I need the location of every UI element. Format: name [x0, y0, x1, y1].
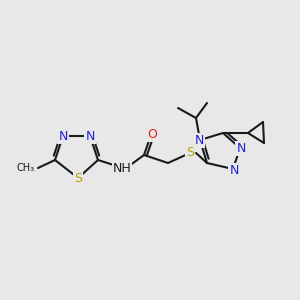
Text: O: O [147, 128, 157, 140]
Text: NH: NH [112, 163, 131, 176]
Text: N: N [236, 142, 246, 154]
Text: N: N [194, 134, 204, 146]
Text: S: S [74, 172, 82, 184]
Text: S: S [186, 146, 194, 160]
Text: N: N [58, 130, 68, 142]
Text: N: N [229, 164, 239, 176]
Text: N: N [85, 130, 95, 142]
Text: CH₃: CH₃ [17, 163, 35, 173]
